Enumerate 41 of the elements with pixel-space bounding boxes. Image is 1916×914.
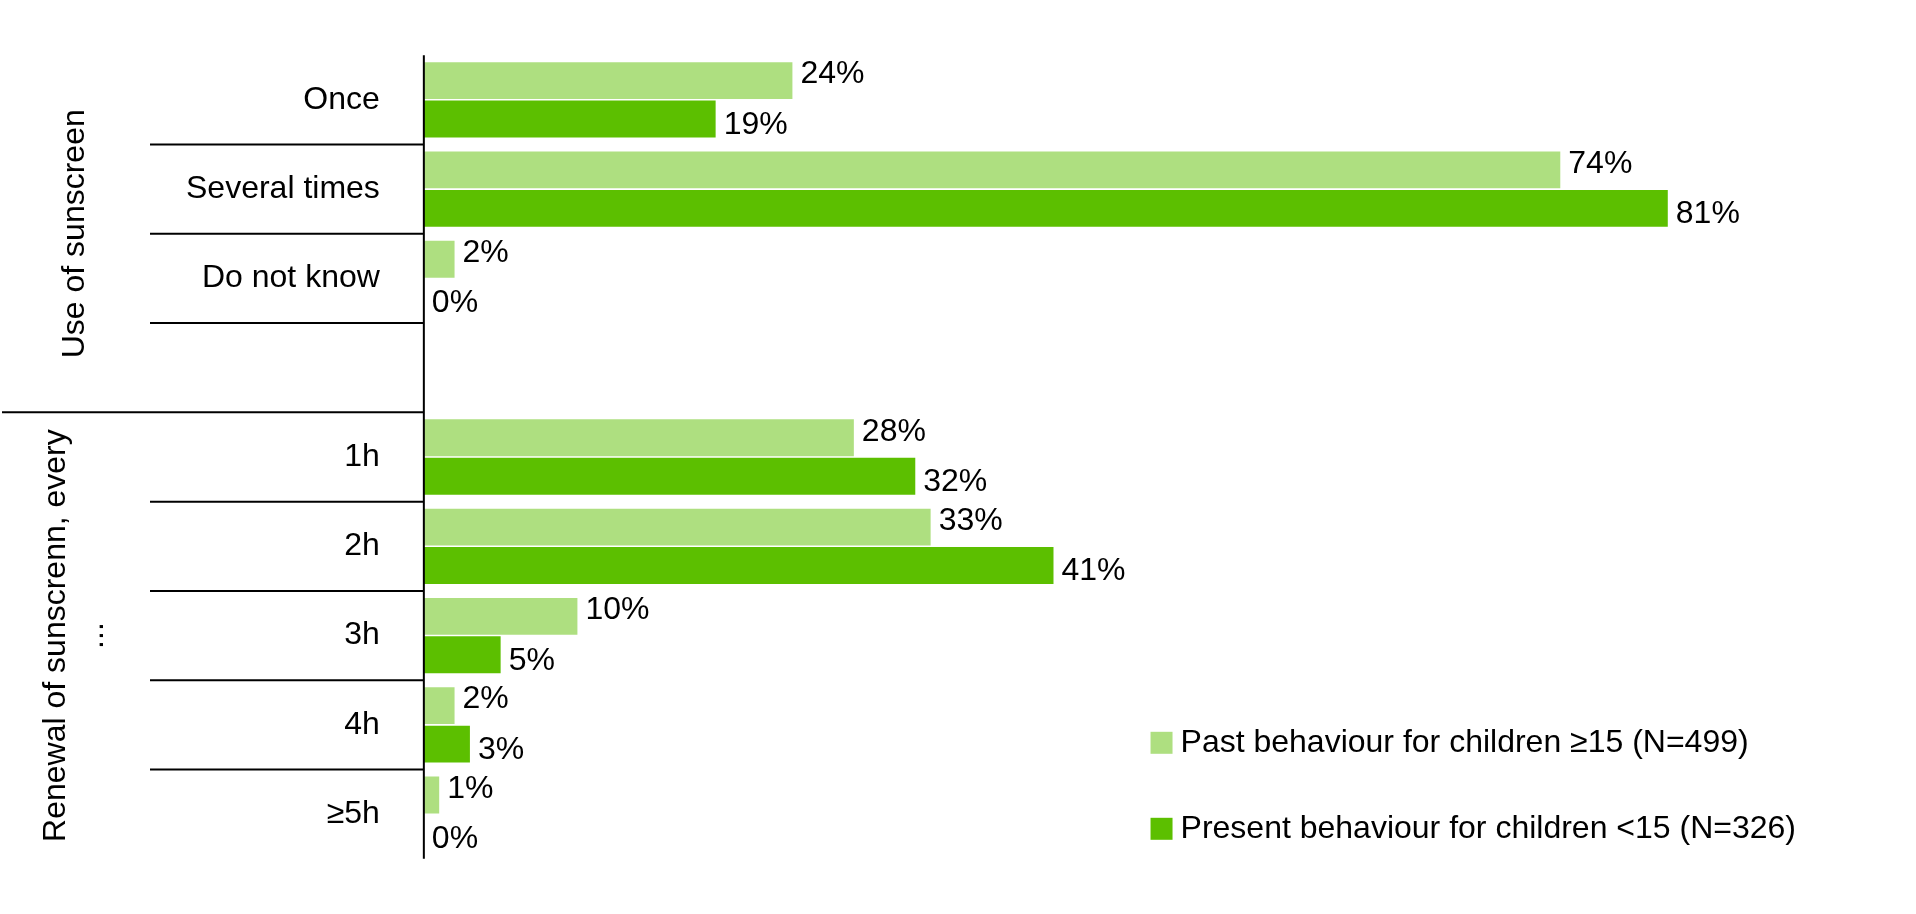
- legend-label: Past behaviour for children ≥15 (N=499): [1180, 722, 1749, 759]
- y-tick-label: 3h: [344, 615, 380, 652]
- data-label: 0%: [431, 283, 479, 320]
- bar: [423, 457, 916, 495]
- data-label: 74%: [1568, 143, 1633, 180]
- data-label: 2%: [462, 233, 509, 270]
- bar: [423, 547, 1054, 584]
- text: Renewal of sunscrenn, every ...: [35, 429, 110, 842]
- data-label: 2%: [462, 679, 509, 716]
- bar: [423, 597, 578, 635]
- data-label: 10%: [585, 590, 650, 627]
- data-label: 32%: [923, 462, 988, 499]
- bar: [423, 240, 455, 278]
- y-tick-label: 4h: [344, 704, 380, 741]
- y-tick-label: ≥5h: [326, 793, 380, 830]
- bar: [423, 508, 931, 546]
- data-label: 1%: [447, 768, 494, 805]
- y-tick-label: 2h: [344, 526, 380, 563]
- bar: [423, 189, 1668, 227]
- data-label: 0%: [431, 819, 479, 856]
- data-label: 24%: [800, 54, 865, 91]
- bar: [423, 151, 1561, 189]
- data-label: 19%: [723, 104, 788, 141]
- data-label: 41%: [1061, 551, 1126, 588]
- bar: [423, 636, 501, 674]
- y-tick-label: Once: [303, 79, 380, 116]
- y-tick-label: Several times: [186, 168, 380, 205]
- bar: [423, 100, 716, 138]
- legend-label: Present behaviour for children <15 (N=326): [1180, 808, 1796, 845]
- data-label: 81%: [1675, 194, 1740, 231]
- y-tick-label: 1h: [344, 436, 380, 473]
- bar: [423, 725, 470, 763]
- data-label: 3%: [477, 729, 525, 766]
- bar: [423, 62, 793, 100]
- data-label: 5%: [508, 640, 555, 677]
- text: Use of sunscreen: [54, 109, 91, 359]
- bar: [423, 687, 455, 725]
- y-tick-label: Do not know: [201, 258, 381, 295]
- bar: [423, 419, 854, 457]
- data-label: 33%: [938, 500, 1003, 537]
- data-label: 28%: [861, 411, 926, 448]
